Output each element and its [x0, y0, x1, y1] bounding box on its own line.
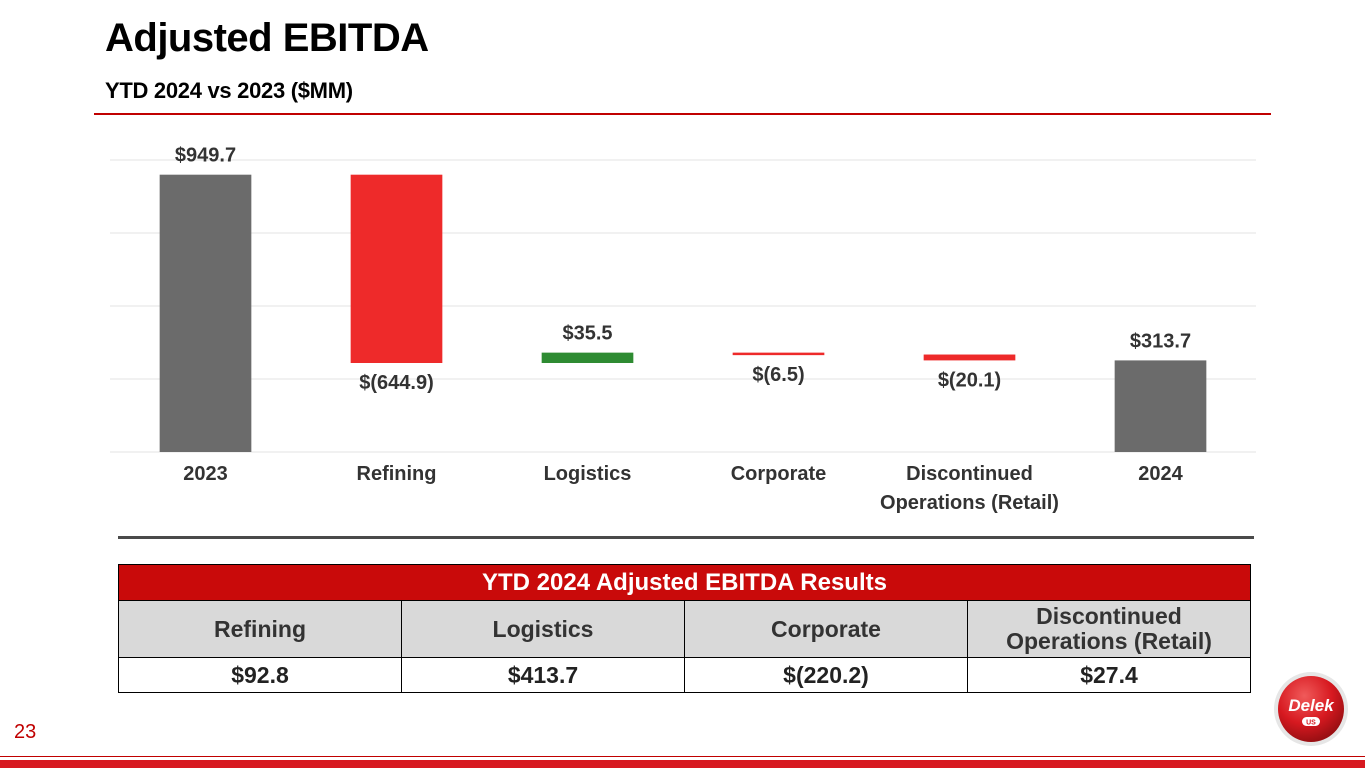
delek-logo: Delek US: [1274, 672, 1348, 746]
results-col-discontinued: Discontinued Operations (Retail): [967, 600, 1251, 658]
bar-logistics: [541, 352, 634, 363]
results-value-discontinued: $27.4: [967, 657, 1251, 693]
category-label: Operations (Retail): [880, 492, 1059, 514]
data-label: $949.7: [175, 145, 236, 167]
page-number: 23: [14, 721, 37, 743]
results-value-logistics: $413.7: [401, 657, 685, 693]
category-label: Logistics: [544, 463, 632, 485]
bar-refining: [350, 174, 443, 363]
data-label: $313.7: [1130, 330, 1191, 352]
results-value-refining: $92.8: [118, 657, 402, 693]
category-label: Refining: [357, 463, 437, 485]
bar-discontinued-operations-retail-: [923, 354, 1016, 361]
data-label: $35.5: [562, 323, 612, 345]
data-label: $(20.1): [938, 369, 1001, 391]
page-subtitle: YTD 2024 vs 2023 ($MM): [105, 78, 353, 103]
results-table-title: YTD 2024 Adjusted EBITDA Results: [118, 564, 1251, 601]
footer-bar: [0, 760, 1365, 768]
footer-rule: [0, 756, 1365, 757]
results-col-refining: Refining: [118, 600, 402, 658]
category-label: Corporate: [731, 463, 827, 485]
category-label: 2024: [1138, 463, 1183, 485]
data-label: $(6.5): [752, 364, 804, 386]
title-divider: [94, 113, 1271, 115]
category-label: Discontinued: [906, 463, 1033, 485]
bar-2023: [159, 174, 252, 452]
data-label: $(644.9): [359, 372, 434, 394]
results-col-corporate: Corporate: [684, 600, 968, 658]
svg-text:US: US: [1306, 720, 1316, 727]
category-label: 2023: [183, 463, 228, 485]
bar-2024: [1114, 360, 1207, 452]
page-title: Adjusted EBITDA: [105, 16, 429, 60]
bar-corporate: [732, 352, 825, 356]
results-value-corporate: $(220.2): [684, 657, 968, 693]
results-table: YTD 2024 Adjusted EBITDA Results Refinin…: [118, 564, 1251, 693]
results-col-logistics: Logistics: [401, 600, 685, 658]
svg-text:Delek: Delek: [1288, 696, 1335, 715]
waterfall-chart: $949.7 2023 $(644.9) Refining $35.5 Logistics…: [110, 145, 1256, 514]
section-divider: [118, 536, 1254, 539]
